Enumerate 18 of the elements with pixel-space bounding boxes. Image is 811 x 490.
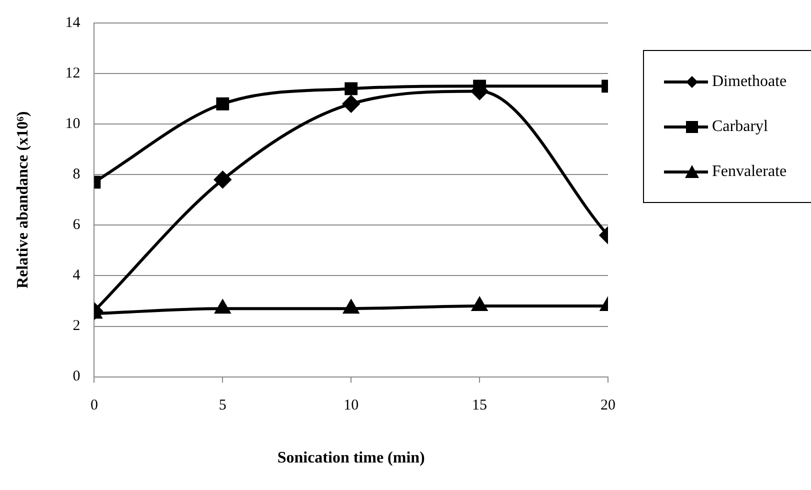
x-tick-label: 0 <box>90 398 98 414</box>
y-tick-label: 6 <box>72 217 81 234</box>
x-axis-title: Sonication time (min) <box>277 450 425 467</box>
legend-label: Fenvalerate <box>712 162 787 180</box>
y-tick-label: 12 <box>65 65 80 82</box>
legend-label: Carbaryl <box>712 118 768 136</box>
y-axis-title: Relative abandance (x10⁶) <box>14 111 32 289</box>
x-tick-label: 10 <box>344 398 359 414</box>
y-tick-label: 10 <box>65 116 80 132</box>
y-tick-label: 8 <box>72 166 80 183</box>
y-tick-label: 2 <box>72 318 80 334</box>
y-tick-label: 0 <box>72 368 80 385</box>
legend-label: Dimethoate <box>712 72 787 90</box>
x-tick-label: 20 <box>600 398 616 414</box>
y-tick-label: 4 <box>72 268 81 284</box>
x-tick-label: 5 <box>218 398 226 414</box>
y-tick-label: 14 <box>65 14 81 31</box>
x-tick-label: 15 <box>472 398 488 414</box>
